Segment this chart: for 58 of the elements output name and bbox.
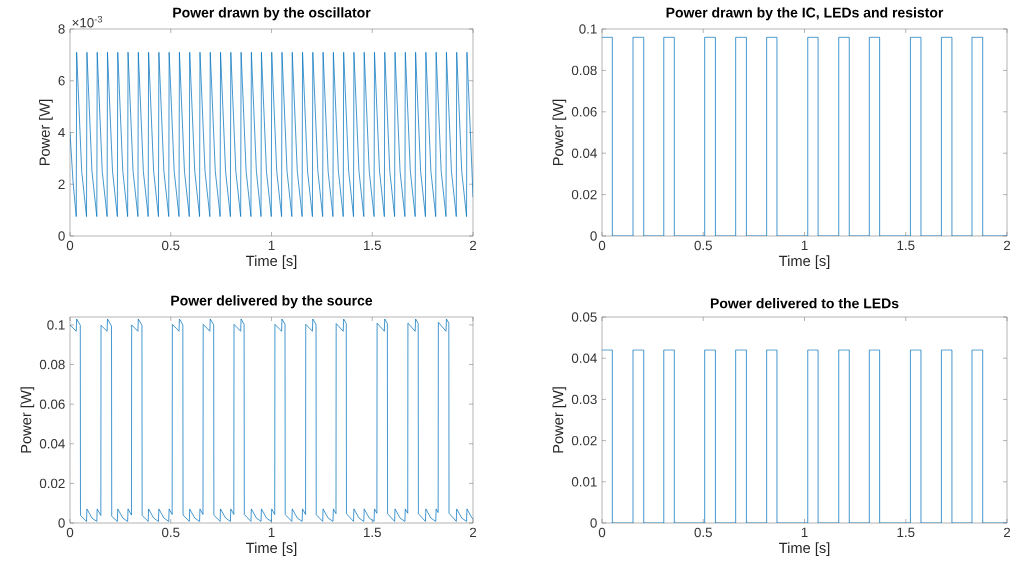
x-axis-title: Time [s] — [246, 542, 297, 556]
x-tick-label: 1.5 — [364, 527, 381, 538]
x-tick-label: 0.5 — [162, 527, 180, 538]
y-tick-label: 0 — [58, 231, 65, 241]
x-tick-label: 1 — [801, 240, 808, 250]
y-tick-label: 0.04 — [39, 439, 65, 449]
x-tick-label: 0 — [598, 240, 606, 251]
x-tick-label: 0.5 — [162, 240, 180, 251]
x-tick-label: 0 — [66, 240, 74, 251]
y-tick-label: 0 — [58, 518, 65, 528]
x-tick-label: 0.5 — [694, 240, 712, 251]
y-tick-label: 2 — [58, 179, 65, 189]
y-tick-label: 8 — [58, 24, 65, 34]
y-axis-title: Power [W] — [552, 99, 567, 166]
y-tick-label: 0.01 — [571, 477, 597, 487]
x-axis-title: Time [s] — [779, 255, 830, 269]
x-tick-label: 2 — [1003, 527, 1011, 538]
chart-title: Power drawn by the IC, LEDs and resistor — [666, 7, 944, 21]
x-tick-label: 1 — [268, 527, 275, 537]
x-tick-label: 2 — [469, 527, 477, 538]
x-tick-label: 1.5 — [897, 240, 915, 251]
y-tick-label: 0.08 — [571, 65, 597, 76]
x-axis-title: Time [s] — [779, 542, 830, 556]
x-tick-label: 1.5 — [364, 240, 381, 251]
line-series — [70, 318, 474, 522]
y-tick-label: 0.02 — [39, 478, 65, 489]
x-axis-title: Time [s] — [246, 255, 297, 269]
y-tick-label: 0.06 — [39, 399, 65, 409]
x-tick-label: 2 — [469, 240, 477, 251]
x-tick-label: 1.5 — [897, 527, 915, 538]
x-tick-label: 2 — [1003, 240, 1011, 251]
y-tick-label: 0.1 — [579, 24, 597, 34]
line-series — [70, 51, 474, 217]
text: ×10$^{-3}$ — [72, 15, 103, 28]
x-tick-label: 0 — [598, 527, 606, 538]
x-tick-label: 1 — [268, 240, 275, 250]
y-tick-label: 0 — [590, 518, 597, 528]
chart-title: Power delivered by the source — [171, 295, 373, 309]
x-tick-label: 1 — [801, 527, 808, 537]
y-tick-label: 0.1 — [47, 320, 65, 330]
y-tick-label: 6 — [58, 76, 65, 86]
x-tick-label: 0 — [66, 527, 74, 538]
y-tick-label: 0.04 — [571, 353, 597, 363]
y-tick-label: 0.04 — [571, 148, 597, 158]
y-axis-title: Power [W] — [552, 387, 567, 453]
chart-title: Power drawn by the oscillator — [173, 7, 371, 21]
y-tick-label: 4 — [58, 127, 65, 138]
y-tick-label: 0.08 — [39, 359, 65, 370]
y-tick-label: 0 — [590, 231, 597, 241]
y-tick-label: 0.02 — [571, 189, 597, 200]
y-tick-label: 0.03 — [571, 394, 597, 405]
y-tick-label: 0.06 — [571, 107, 597, 117]
x-tick-label: 0.5 — [694, 527, 712, 538]
y-axis-title: Power [W] — [20, 387, 35, 453]
y-axis-title: Power [W] — [39, 99, 53, 166]
y-tick-label: 0.05 — [571, 312, 597, 322]
y-tick-label: 0.02 — [571, 435, 597, 446]
chart-title: Power delivered to the LEDs — [710, 298, 899, 309]
